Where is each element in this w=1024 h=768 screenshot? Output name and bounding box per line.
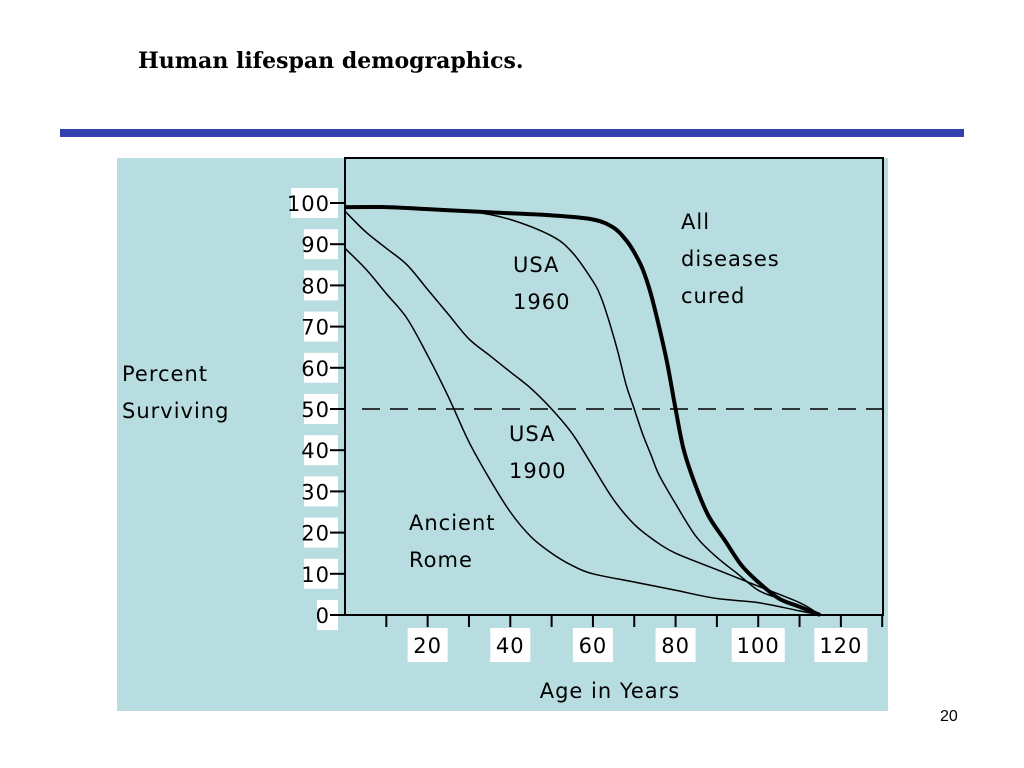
x-tick-label-box	[490, 628, 531, 662]
x-axis-title: Age in Years	[540, 679, 681, 703]
x-tick-label-box	[572, 628, 613, 662]
y-tick-label: 60	[301, 357, 330, 381]
curve-label-line: Ancient	[409, 511, 496, 535]
x-tick-label-box	[407, 628, 448, 662]
x-tick-label: 120	[819, 634, 862, 658]
y-axis: 0 10 20 30 40 50 60 70 80 90 100	[287, 192, 345, 628]
x-axis: 20 40 60 80 100 120	[345, 614, 884, 658]
curve-label-line: cured	[681, 284, 745, 308]
curve-label-line: USA	[513, 253, 559, 277]
y-tick-label: 80	[301, 274, 330, 298]
curve-label-line: 1900	[509, 459, 566, 483]
title-divider-rule	[60, 129, 964, 137]
x-tick-label-box	[731, 628, 785, 662]
curve-label-line: 1960	[513, 290, 570, 314]
slide-title: Human lifespan demographics.	[138, 48, 524, 74]
series-line-ancient-rome	[344, 247, 821, 616]
y-tick-label: 20	[301, 522, 330, 546]
x-tick-label: 40	[496, 634, 525, 658]
x-tick-label-box	[655, 628, 696, 662]
y-axis-title-line-1: Percent	[122, 362, 208, 386]
y-tick-label-box	[317, 600, 338, 630]
y-tick-label: 30	[301, 480, 330, 504]
curve-label-ancient-rome: Ancient Rome	[409, 511, 496, 572]
y-tick-label: 70	[301, 316, 330, 340]
x-tick-label: 20	[413, 634, 442, 658]
page-number: 20	[940, 708, 958, 725]
x-tick-label: 60	[579, 634, 608, 658]
x-tick-label-box	[814, 628, 868, 662]
chart-panel-background	[117, 158, 888, 711]
y-tick-label: 90	[301, 233, 330, 257]
curve-label-line: USA	[509, 422, 555, 446]
curve-label-line: All	[681, 210, 710, 234]
curve-label-all-diseases-cured: All diseases cured	[681, 210, 780, 308]
series-line-all-diseases-cured	[344, 204, 821, 617]
y-tick-label: 10	[301, 563, 330, 587]
x-tick-label: 80	[661, 634, 690, 658]
y-tick-label: 100	[287, 192, 330, 216]
y-axis-title-line-2: Surviving	[122, 399, 229, 423]
y-tick-label: 0	[316, 604, 330, 628]
curve-label-usa-1900: USA 1900	[509, 422, 566, 483]
series-line-usa-1960	[344, 206, 821, 616]
y-tick-label: 50	[301, 398, 330, 422]
curve-label-line: diseases	[681, 247, 780, 271]
survival-curves	[344, 204, 821, 617]
series-line-usa-1900	[344, 210, 821, 616]
x-tick-label: 100	[737, 634, 780, 658]
curve-label-usa-1960: USA 1960	[513, 253, 570, 314]
y-tick-label: 40	[301, 439, 330, 463]
curve-labels: All diseases cured USA 1960 USA 1900 Ancient Rom…	[409, 210, 780, 572]
tick-label-boxes	[291, 188, 868, 662]
curve-label-line: Rome	[409, 548, 473, 572]
